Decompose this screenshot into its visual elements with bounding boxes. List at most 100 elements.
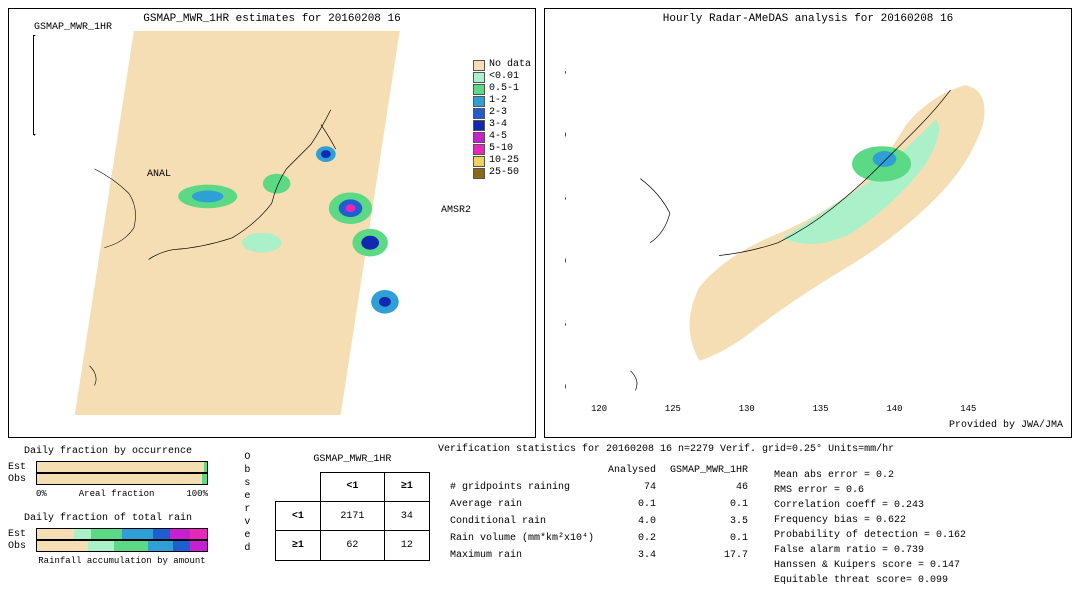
stats-row: Conditional rain4.03.5 <box>444 514 754 529</box>
legend-label: 4-5 <box>489 131 507 143</box>
svg-text:30: 30 <box>565 256 566 266</box>
ct-col2: ≥1 <box>384 472 429 501</box>
stats-table: Analysed GSMAP_MWR_1HR # gridpoints rain… <box>442 461 756 565</box>
fraction-label: Est <box>8 462 32 473</box>
fraction-row: Obs <box>8 540 208 552</box>
axis-mid: Areal fraction <box>79 489 155 499</box>
svg-text:20: 20 <box>565 382 566 392</box>
right-map-title: Hourly Radar-AMeDAS analysis for 2016020… <box>545 13 1071 25</box>
fraction-label: Obs <box>8 474 32 485</box>
fraction-seg <box>202 474 207 484</box>
stats-a: 0.1 <box>602 497 662 512</box>
fraction-seg <box>37 541 88 551</box>
fraction-seg <box>190 541 207 551</box>
frac-occ-title: Daily fraction by occurrence <box>8 446 208 457</box>
axis-1: 100% <box>186 489 208 499</box>
obs-label: Observed <box>220 446 275 560</box>
fraction-label: Est <box>8 529 32 540</box>
legend-item: 2-3 <box>473 107 531 119</box>
legend-swatch <box>473 72 485 83</box>
provider-label: Provided by JWA/JMA <box>949 420 1063 431</box>
legend-label: 5-10 <box>489 143 513 155</box>
legend-item: 3-4 <box>473 119 531 131</box>
stats-label: Maximum rain <box>444 548 600 563</box>
stats-row: # gridpoints raining7446 <box>444 480 754 495</box>
legend-label: No data <box>489 59 531 71</box>
stats-b: 3.5 <box>664 514 754 529</box>
fraction-seg <box>173 541 190 551</box>
svg-text:40: 40 <box>565 130 566 140</box>
legend-item: 25-50 <box>473 167 531 179</box>
verif-header: Verification statistics for 20160208 16 … <box>438 444 762 455</box>
legend-swatch <box>473 84 485 95</box>
legend-item: 4-5 <box>473 131 531 143</box>
fraction-seg <box>148 541 174 551</box>
svg-text:25: 25 <box>565 319 566 329</box>
fraction-seg <box>204 462 207 472</box>
fraction-seg <box>37 462 204 472</box>
ct-c11: 12 <box>384 531 429 560</box>
svg-text:35: 35 <box>565 193 566 203</box>
fraction-seg <box>37 474 202 484</box>
legend-swatch <box>473 120 485 131</box>
legend-item: No data <box>473 59 531 71</box>
stats-label: Conditional rain <box>444 514 600 529</box>
legend-item: 1-2 <box>473 95 531 107</box>
stats-row: Rain volume (mm*km²x10⁴)0.20.1 <box>444 531 754 546</box>
stats-b: 46 <box>664 480 754 495</box>
ct-c10: 62 <box>320 531 384 560</box>
left-map-area <box>29 31 475 415</box>
page-grid: GSMAP_MWR_1HR estimates for 20160208 16 … <box>8 8 1072 588</box>
score-rms: RMS error = 0.6 <box>774 483 1074 498</box>
stats-row: Maximum rain3.417.7 <box>444 548 754 563</box>
legend-label: 10-25 <box>489 155 519 167</box>
stats-label: Rain volume (mm*km²x10⁴) <box>444 531 600 546</box>
stats-row: Average rain0.10.1 <box>444 497 754 512</box>
stats-label: Average rain <box>444 497 600 512</box>
frac-tot-axis: Rainfall accumulation by amount <box>36 556 208 566</box>
ct-header: GSMAP_MWR_1HR <box>275 446 429 472</box>
stats-b: 0.1 <box>664 531 754 546</box>
fraction-seg <box>122 529 153 539</box>
legend-swatch <box>473 132 485 143</box>
right-map-area: 4540 3530 2520 120125 130135 140145 <box>565 31 1011 415</box>
score-mae: Mean abs error = 0.2 <box>774 468 1074 483</box>
legend-swatch <box>473 156 485 167</box>
ct-row2: ≥1 <box>275 531 320 560</box>
fraction-seg <box>153 529 170 539</box>
svg-text:45: 45 <box>565 67 566 77</box>
score-hk: Hanssen & Kuipers score = 0.147 <box>774 558 1074 573</box>
legend-label: <0.01 <box>489 71 519 83</box>
stats-label: # gridpoints raining <box>444 480 600 495</box>
stats-a: 74 <box>602 480 662 495</box>
fraction-seg <box>114 541 148 551</box>
stats-col-b: GSMAP_MWR_1HR <box>664 463 754 478</box>
legend-swatch <box>473 96 485 107</box>
score-far: False alarm ratio = 0.739 <box>774 543 1074 558</box>
axis-0: 0% <box>36 489 47 499</box>
stats-block: Verification statistics for 20160208 16 … <box>442 446 762 588</box>
legend-label: 2-3 <box>489 107 507 119</box>
score-fb: Frequency bias = 0.622 <box>774 513 1074 528</box>
fraction-bars: Daily fraction by occurrence EstObs 0% A… <box>8 446 208 588</box>
svg-text:140: 140 <box>886 404 902 414</box>
right-map-panel: Hourly Radar-AMeDAS analysis for 2016020… <box>544 8 1072 438</box>
score-pod: Probability of detection = 0.162 <box>774 528 1074 543</box>
svg-text:145: 145 <box>960 404 976 414</box>
fraction-row: Obs <box>8 473 208 485</box>
fraction-bar <box>36 473 208 485</box>
legend-item: 5-10 <box>473 143 531 155</box>
legend-swatch <box>473 60 485 71</box>
frac-tot-title: Daily fraction of total rain <box>8 513 208 524</box>
stats-a: 4.0 <box>602 514 662 529</box>
fraction-row: Est <box>8 461 208 473</box>
svg-text:120: 120 <box>591 404 607 414</box>
fraction-bar <box>36 528 208 540</box>
fraction-seg <box>170 529 190 539</box>
legend-label: 1-2 <box>489 95 507 107</box>
stats-b: 17.7 <box>664 548 754 563</box>
axis-lab2: Rainfall accumulation by amount <box>38 556 205 566</box>
score-ets: Equitable threat score= 0.099 <box>774 573 1074 588</box>
bottom-strip: Daily fraction by occurrence EstObs 0% A… <box>8 446 1072 588</box>
ct-c00: 2171 <box>320 501 384 530</box>
